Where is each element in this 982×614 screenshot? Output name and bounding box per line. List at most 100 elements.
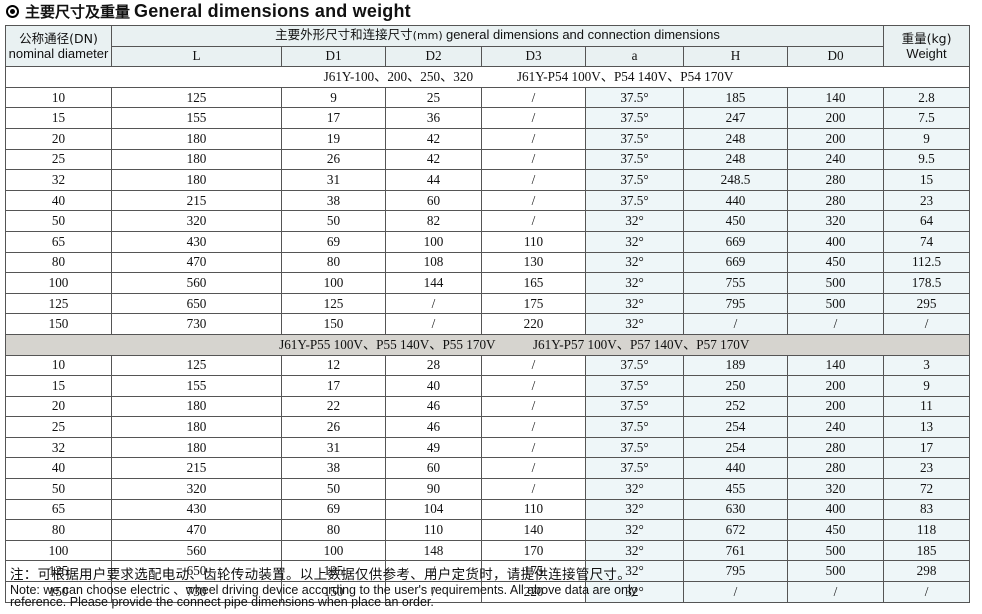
cell-dn: 150 [5, 313, 112, 335]
cell-a: 37.5° [585, 189, 684, 212]
cell-a: 37.5° [585, 107, 684, 129]
cell-d3: 165 [481, 272, 586, 294]
header-row-top: 公称通径(DN) nominal diameter 主要外形尺寸和连接尺寸(mm… [5, 24, 971, 68]
cell-h: 248 [683, 127, 788, 150]
cell-d1: 69 [281, 498, 386, 521]
cell-d1: 38 [281, 189, 386, 212]
dims-header-en: general dimensions and connection dimens… [445, 27, 720, 43]
cell-a: 37.5° [585, 416, 684, 438]
cell-a: 32° [585, 581, 684, 603]
cell-d3: / [481, 354, 586, 377]
cell-l: 180 [111, 395, 282, 418]
cell-l: 650 [111, 560, 282, 583]
cell-d3: / [481, 189, 586, 212]
cell-w: 23 [883, 457, 971, 480]
table-row: 40 215 38 60/37.5° 440 280 23 [5, 189, 971, 212]
cell-d2: 82 [385, 210, 482, 232]
cell-l: 320 [111, 210, 282, 232]
cell-d2: 46 [385, 416, 482, 438]
cell-d1: 125 [281, 292, 386, 315]
cell-l: 180 [111, 416, 282, 438]
cell-h: 669 [683, 251, 788, 274]
table-row: 80 470 80 108 130 32° 669 450 112.5 [5, 251, 971, 274]
cell-l: 180 [111, 127, 282, 150]
cell-h: 440 [683, 457, 788, 480]
cell-d3: 220 [481, 581, 586, 603]
cell-l: 560 [111, 539, 282, 562]
cell-l: 215 [111, 189, 282, 212]
table-row: 40 215 38 60/37.5° 440 280 23 [5, 457, 971, 480]
cell-dn: 15 [5, 375, 112, 397]
cell-d2: 144 [385, 272, 482, 294]
cell-d1: 100 [281, 539, 386, 562]
cell-h: / [683, 313, 788, 335]
section-title: 主要尺寸及重量 General dimensions and weight [6, 0, 411, 22]
cell-d1: 80 [281, 251, 386, 274]
cell-d1: 17 [281, 375, 386, 397]
col-header-H: H [683, 45, 788, 68]
cell-d3: 170 [481, 539, 586, 562]
table-row: 15 155 17 36/37.5° 247 200 7.5 [5, 107, 971, 129]
cell-a: 37.5° [585, 395, 684, 418]
cell-d2: / [385, 581, 482, 603]
cell-d2: 60 [385, 457, 482, 480]
dn-header-en: nominal diameter [8, 46, 109, 62]
dims-header: 主要外形尺寸和连接尺寸(mm) general dimensions and c… [110, 25, 885, 47]
cell-w: 9.5 [883, 148, 971, 171]
cell-d0: 400 [786, 498, 885, 521]
cell-dn: 40 [5, 189, 112, 212]
cell-d1: 50 [281, 210, 386, 232]
cell-l: 470 [111, 251, 282, 274]
cell-d2: 110 [385, 519, 482, 541]
cell-a: 37.5° [585, 86, 684, 109]
dims-header-unit: (mm) [412, 29, 443, 43]
cell-w: 11 [883, 395, 971, 418]
cell-d2: 108 [385, 251, 482, 274]
cell-l: 430 [111, 498, 282, 521]
cell-a: 32° [585, 230, 684, 253]
notes-block: 注：可根据用户要求选配电动、齿轮传动装置。以上数据仅供参考、用户定货时，请提供连… [10, 567, 970, 608]
cell-d3: / [481, 436, 586, 459]
cell-d0: 280 [786, 169, 885, 191]
cell-h: 440 [683, 189, 788, 212]
cell-a: 32° [585, 292, 684, 315]
cell-dn: 50 [5, 478, 112, 500]
cell-h: 795 [683, 292, 788, 315]
col-header-a: a [585, 45, 684, 68]
cell-a: 37.5° [585, 457, 684, 480]
cell-w: 9 [883, 375, 971, 397]
col-header-D0: D0 [786, 45, 885, 68]
cell-d0: 500 [786, 539, 885, 562]
cell-w: 185 [883, 539, 971, 562]
cell-dn: 25 [5, 148, 112, 171]
table-row: 80 470 80 110 140 32° 672 450 118 [5, 519, 971, 541]
note-cn: 注：可根据用户要求选配电动、齿轮传动装置。以上数据仅供参考、用户定货时，请提供连… [10, 567, 631, 583]
cell-a: 37.5° [585, 436, 684, 459]
table-row: 20 180 22 46/37.5° 252 200 11 [5, 395, 971, 418]
group2-label-right: J61Y-P57 100V、P57 140V、P57 170V [532, 336, 750, 352]
cell-d1: 69 [281, 230, 386, 253]
dimensions-table: 公称通径(DN) nominal diameter 主要外形尺寸和连接尺寸(mm… [4, 24, 971, 603]
cell-l: 180 [111, 148, 282, 171]
cell-d0: 500 [786, 292, 885, 315]
cell-d2: 46 [385, 395, 482, 418]
cell-dn: 40 [5, 457, 112, 480]
cell-w: 74 [883, 230, 971, 253]
cell-l: 730 [111, 581, 282, 603]
cell-w: 2.8 [883, 86, 971, 109]
cell-d0: / [786, 313, 885, 335]
cell-d0: 200 [786, 127, 885, 150]
cell-w: 7.5 [883, 107, 971, 129]
cell-l: 155 [111, 375, 282, 397]
cell-dn: 10 [5, 354, 112, 377]
cell-d2: / [385, 292, 482, 315]
cell-d3: / [481, 478, 586, 500]
cell-h: / [683, 581, 788, 603]
cell-d2: 40 [385, 375, 482, 397]
cell-h: 761 [683, 539, 788, 562]
cell-d1: 31 [281, 436, 386, 459]
cell-l: 430 [111, 230, 282, 253]
cell-w: 118 [883, 519, 971, 541]
cell-w: 295 [883, 292, 971, 315]
cell-d2: 44 [385, 169, 482, 191]
